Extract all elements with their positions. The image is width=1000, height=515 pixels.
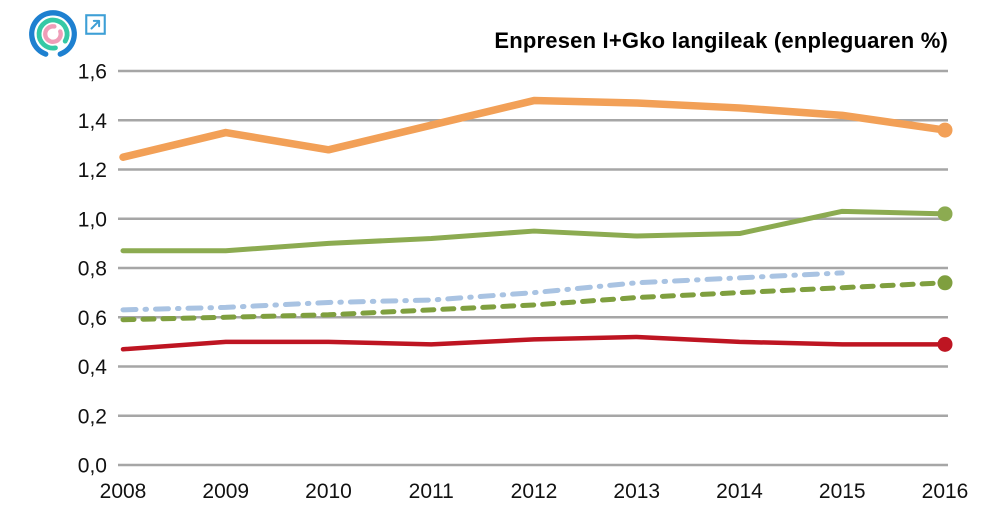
y-tick-label: 1,2 [78,159,107,182]
y-tick-label: 0,8 [78,258,107,281]
y-tick-label: 1,0 [78,208,107,231]
x-tick-label: 2009 [202,480,249,503]
x-tick-label: 2011 [409,480,454,503]
y-tick-label: 0,6 [78,307,107,330]
series-line-green-solid [120,208,948,254]
series-end-marker-orange-solid [937,122,953,138]
logo-inner-arc [43,24,63,44]
series-end-marker-red-solid [937,336,953,352]
x-tick-label: 2014 [716,480,763,503]
x-tick-label: 2012 [511,480,558,503]
series-line-green-dashed [120,280,948,323]
logo-middle-arc [36,17,70,51]
site-logo-icon [29,10,77,57]
y-tick-label: 0,0 [78,455,107,478]
series-end-marker-green-solid [937,206,953,222]
x-tick-label: 2016 [922,480,969,503]
y-tick-label: 0,4 [78,356,108,379]
x-tick-label: 2010 [305,480,352,503]
series-line-orange-solid [119,96,949,161]
chart-title: Enpresen I+Gko langileak (enpleguaren %) [494,28,948,53]
series-end-marker-green-dashed [937,275,953,291]
y-tick-label: 1,4 [78,110,108,133]
logo-outer-arc [29,10,77,57]
x-tick-label: 2008 [100,480,147,503]
series-line-blue-dash-dot [120,270,845,313]
external-link-icon[interactable] [85,14,106,35]
x-tick-label: 2013 [613,480,660,503]
x-tick-label: 2015 [819,480,866,503]
y-tick-label: 0,2 [78,405,107,428]
y-tick-label: 1,6 [78,61,107,84]
series-line-red-solid [120,334,948,352]
